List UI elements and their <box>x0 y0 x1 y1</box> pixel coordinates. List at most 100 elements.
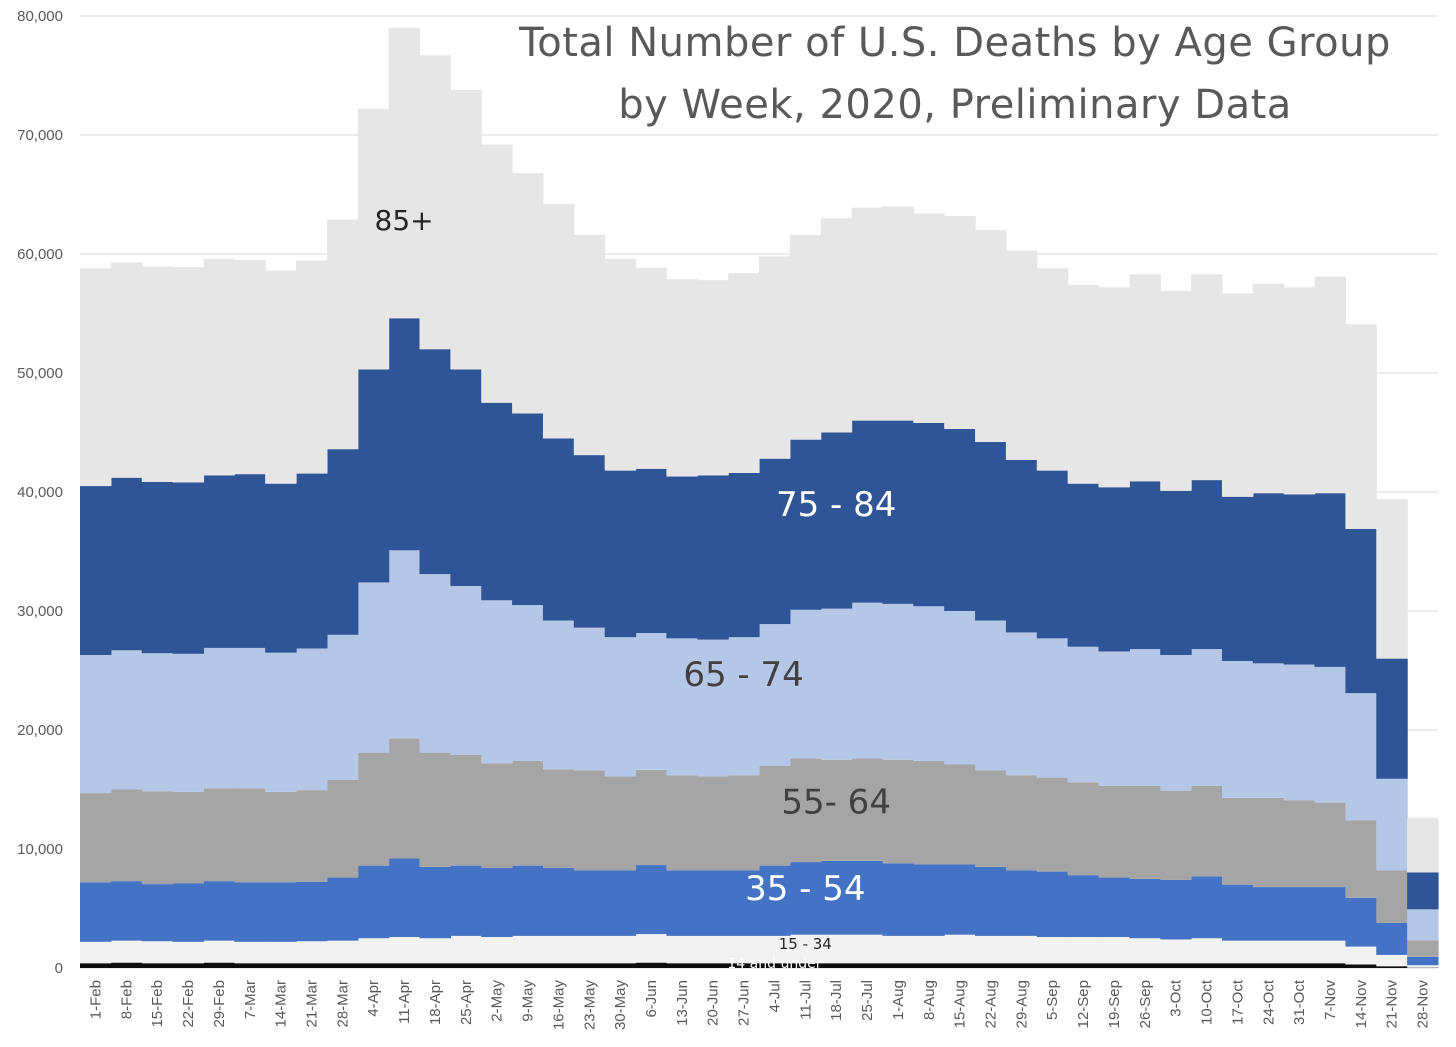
bar-segment <box>1407 940 1439 957</box>
x-tick-label: 28-Mar <box>334 980 351 1028</box>
x-tick-label: 16-May <box>550 980 567 1031</box>
bar-segment <box>326 877 359 941</box>
x-tick-label: 29-Feb <box>211 980 228 1028</box>
bar-segment <box>1376 954 1408 967</box>
bar-segment <box>388 550 421 739</box>
bar-segment <box>110 940 143 963</box>
bar-segment <box>1191 480 1223 650</box>
bar-segment <box>1160 939 1192 964</box>
bar-segment <box>1005 963 1038 968</box>
bar-segment <box>419 752 451 867</box>
bar-segment <box>172 267 205 483</box>
bar-segment <box>1252 283 1285 494</box>
bar-segment <box>110 477 143 651</box>
bar-segment <box>759 256 791 459</box>
series-35-54 <box>80 858 1439 966</box>
bar-segment <box>697 870 729 936</box>
bar-segment <box>635 267 668 469</box>
bar-segment <box>512 760 544 866</box>
bar-segment <box>728 870 760 936</box>
bar-segment <box>326 634 359 780</box>
bar-segment <box>419 55 451 350</box>
x-tick-label: 1-Aug <box>890 980 907 1020</box>
bar-segment <box>1345 964 1377 968</box>
bar-segment <box>419 963 451 968</box>
x-tick-label: 26-Sep <box>1137 980 1154 1028</box>
series-85 <box>80 27 1439 873</box>
bar-segment <box>1005 935 1038 964</box>
bar-segment <box>759 458 791 625</box>
bar-segment <box>820 608 853 760</box>
bar-segment <box>1314 887 1347 941</box>
bar-segment <box>728 273 760 473</box>
bar-segment <box>759 765 791 866</box>
x-tick-label: 17-Oct <box>1229 979 1246 1025</box>
bar-segment <box>1067 963 1100 968</box>
bar-segment <box>975 963 1007 968</box>
bar-segment <box>913 760 945 865</box>
bar-segment <box>1221 293 1254 497</box>
bar-segment <box>1376 870 1408 923</box>
bar-segment <box>882 603 914 760</box>
bar-segment <box>481 144 513 403</box>
bar-segment <box>141 266 174 482</box>
bar-segment <box>1005 459 1038 633</box>
bar-segment <box>728 637 760 776</box>
x-tick-label: 10-Oct <box>1199 979 1216 1025</box>
bar-segment <box>1036 937 1069 964</box>
bar-segment <box>975 442 1007 621</box>
bar-segment <box>851 963 884 968</box>
bar-segment <box>265 941 297 964</box>
bar-segment <box>1252 797 1285 888</box>
bar-segment <box>635 865 668 935</box>
bar-segment <box>512 173 544 414</box>
bar-segment <box>1129 649 1161 786</box>
bar-segment <box>1005 870 1038 936</box>
bar-segment <box>1129 481 1161 650</box>
bar-segment <box>450 935 482 964</box>
bar-segment <box>1129 938 1161 964</box>
bar-segment <box>512 605 544 761</box>
bar-segment <box>450 89 482 370</box>
bar-segment <box>604 935 637 964</box>
bar-segment <box>1098 487 1130 652</box>
bar-segment <box>357 582 390 753</box>
bar-segment <box>820 860 853 935</box>
x-tick-label: 11-Apr <box>396 980 413 1024</box>
bar-segment <box>1098 287 1130 488</box>
bar-segment <box>1005 775 1038 871</box>
x-tick-label: 18-Apr <box>427 980 444 1025</box>
bar-segment <box>512 963 544 968</box>
bar-segment <box>388 738 421 859</box>
y-axis-ticks: 0 10,000 20,000 30,000 40,000 50,000 60,000 70,… <box>17 8 63 977</box>
x-tick-label: 22-Aug <box>982 980 999 1028</box>
x-tick-label: 18-Jul <box>828 980 845 1021</box>
bar-segment <box>1005 250 1038 460</box>
bar-segment <box>1067 782 1100 876</box>
bar-segment <box>203 940 235 963</box>
bar-segment <box>419 349 451 575</box>
bar-segment <box>388 318 421 551</box>
bar-segment <box>481 868 513 938</box>
y-tick-label: 0 <box>55 960 63 977</box>
bar-segment <box>975 770 1007 867</box>
bar-segment <box>357 938 390 964</box>
segment-label-35-54: 35 - 54 <box>745 869 865 909</box>
y-tick-label: 80,000 <box>17 8 63 25</box>
bar-segment <box>1376 658 1408 779</box>
bar-segment <box>481 963 513 968</box>
bar-segment <box>1129 963 1161 968</box>
bar-segment <box>110 881 143 941</box>
x-tick-label: 20-Jun <box>705 980 722 1026</box>
bar-segment <box>419 866 451 939</box>
bar-segment <box>357 108 390 370</box>
x-tick-label: 27-Jun <box>736 980 753 1026</box>
y-tick-label: 70,000 <box>17 127 63 144</box>
bar-segment <box>975 230 1007 443</box>
bar-segment <box>820 218 853 433</box>
bar-segment <box>604 870 637 936</box>
bar-segment <box>172 963 205 968</box>
bar-segment <box>1345 946 1377 965</box>
bar-segment <box>1252 493 1285 664</box>
segment-label-15-34: 15 - 34 <box>779 935 832 953</box>
